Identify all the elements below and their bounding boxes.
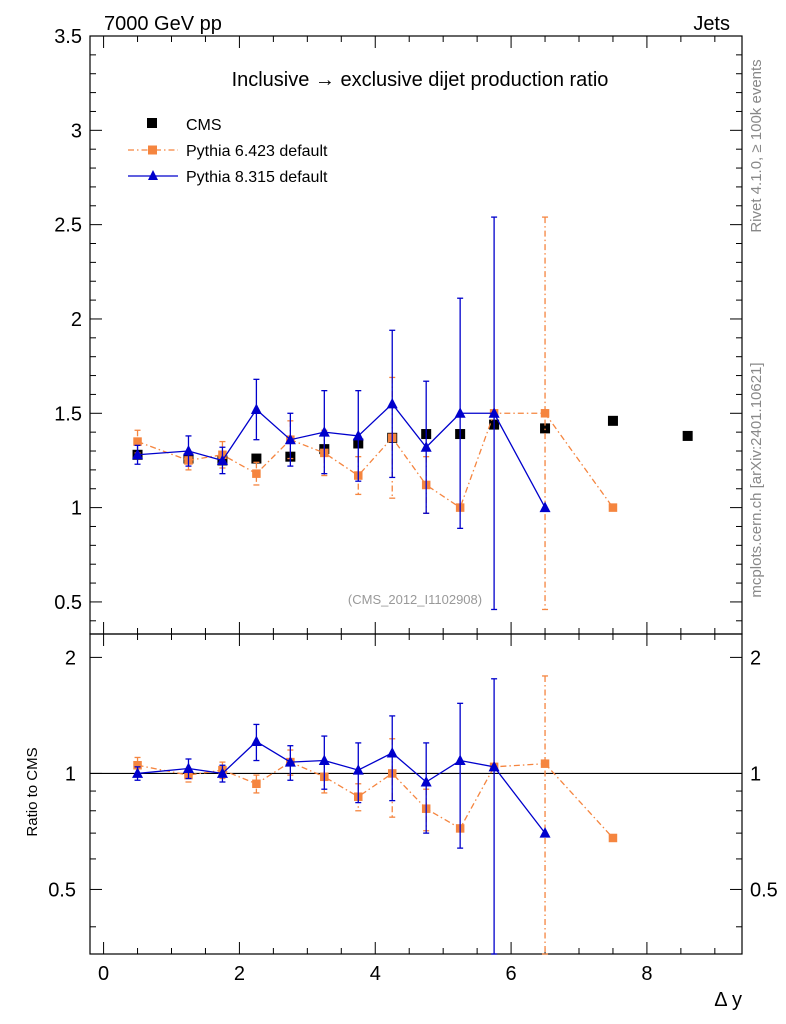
ratio-pythia-8-315-default-point: [420, 776, 432, 787]
main-cms-point: [607, 415, 618, 426]
header-jets-label: Jets: [693, 13, 730, 35]
main-pythia-6-423-default-point: [540, 409, 550, 418]
main-pythia-8-315-default-point: [386, 397, 398, 409]
main-pythia-8-315-default-point: [488, 407, 500, 418]
main-y-tick-label: 0.5: [54, 592, 82, 614]
ratio-pythia-8-315-default-point: [454, 754, 466, 766]
main-cms-point: [251, 453, 262, 464]
main-y-tick-label: 1.5: [54, 403, 82, 425]
main-pythia-8-315-default-point: [182, 445, 194, 456]
main-y-tick-label: 3.5: [54, 26, 82, 48]
ratio-axes: 0 2 4 6 8 0.5 0.5 1 1 2 2: [48, 634, 778, 985]
ratio-y-tick-label: 2: [65, 647, 76, 669]
legend-pythia6-label: Pythia 6.423 default: [186, 143, 328, 160]
main-pythia-6-423-default-point: [252, 469, 261, 478]
ratio-pythia-8-315-default-line: [137, 740, 546, 834]
main-data-marks: [132, 216, 693, 611]
ratio-y-tick-label-right: 0.5: [750, 879, 778, 901]
legend-cms-label: CMS: [186, 117, 222, 134]
ratio-panel-frame: [89, 633, 743, 955]
ratio-y-tick-label-right: 1: [750, 763, 761, 785]
main-axes: 0.5 1 1.5 2 2.5 3 3.5: [54, 26, 742, 634]
legend-pythia8-label: Pythia 8.315 default: [186, 169, 328, 186]
main-pythia-6-423-default-point: [608, 503, 618, 512]
chart-title: Inclusive → exclusive dijet production r…: [232, 69, 609, 91]
main-pythia-8-315-default-point: [352, 429, 364, 441]
main-y-tick-label: 2.5: [54, 215, 82, 237]
ratio-pythia-6-423-default-point: [133, 761, 142, 770]
main-cms-point: [540, 423, 551, 434]
x-tick-label: 0: [98, 963, 109, 985]
mcplots-label: mcplots.cern.ch [arXiv:2401.10621]: [748, 362, 765, 597]
ratio-pythia-6-423-default-point: [608, 833, 618, 843]
main-pythia-8-315-default-point: [539, 501, 551, 513]
ratio-pythia-8-315-default-point: [386, 746, 398, 758]
x-tick-label: 6: [506, 963, 517, 985]
x-tick-label: 8: [641, 963, 652, 985]
main-cms-point: [682, 430, 693, 441]
ratio-pythia-8-315-default-point: [539, 827, 551, 838]
header-energy-label: 7000 GeV pp: [104, 13, 222, 35]
main-pythia-8-315-default-point: [420, 441, 432, 452]
legend: CMS Pythia 6.423 default Pythia 8.315 de…: [128, 117, 328, 186]
analysis-watermark: (CMS_2012_I1102908): [348, 592, 482, 607]
ratio-y-axis-label: Ratio to CMS: [24, 747, 41, 836]
ratio-y-tick-label: 1: [65, 763, 76, 785]
main-pythia-8-315-default-point: [250, 403, 262, 415]
ratio-y-tick-label: 0.5: [48, 879, 76, 901]
ratio-pythia-8-315-default-point: [352, 764, 364, 775]
ratio-pythia-8-315-default-point: [132, 767, 144, 778]
ratio-y-tick-label-right: 2: [750, 647, 761, 669]
main-pythia-8-315-default-point: [454, 407, 466, 418]
ratio-pythia-6-423-default-point: [252, 779, 261, 789]
main-pythia-8-315-default-point: [284, 433, 296, 445]
ratio-pythia-8-315-default-point: [250, 735, 262, 747]
ratio-pythia-8-315-default-point: [284, 756, 296, 767]
x-tick-label: 4: [370, 963, 381, 985]
legend-pythia6-marker: [148, 145, 157, 155]
main-pythia-8-315-default-point: [132, 448, 144, 460]
main-y-tick-label: 2: [71, 309, 82, 331]
legend-pythia8-marker: [148, 170, 158, 180]
ratio-pythia-8-315-default-point: [216, 767, 228, 778]
main-y-tick-label: 3: [71, 120, 82, 142]
x-axis-label: Δ y: [714, 989, 742, 1011]
rivet-label: Rivet 4.1.0, ≥ 100k events: [748, 59, 765, 232]
ratio-pythia-8-315-default-point: [182, 762, 194, 773]
legend-cms-marker: [147, 118, 157, 128]
main-pythia-8-315-default-point: [216, 454, 228, 465]
ratio-data-marks: [132, 675, 618, 955]
main-pythia-8-315-default-point: [318, 426, 330, 437]
ratio-pythia-8-315-default-point: [488, 760, 500, 772]
main-y-tick-label: 1: [71, 498, 82, 520]
ratio-pythia-8-315-default-point: [318, 754, 330, 766]
ratio-pythia-6-423-default-point: [540, 759, 550, 768]
main-pythia-8-315-default-line: [137, 402, 546, 508]
x-tick-label: 2: [234, 963, 245, 985]
main-pythia-6-423-default-point: [133, 437, 142, 446]
